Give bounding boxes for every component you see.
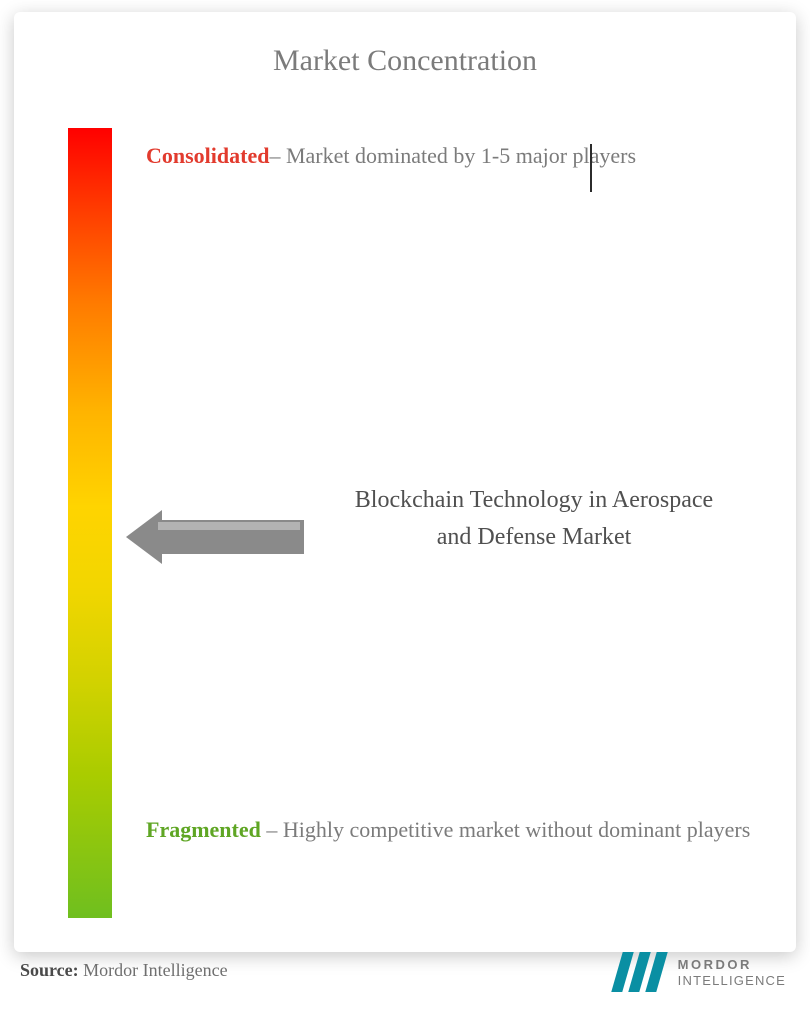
chart-title: Market Concentration [14,44,796,78]
fragmented-label: Fragmented – Highly competitive market w… [146,804,766,857]
consolidated-lead: Consolidated [146,143,269,168]
consolidated-rest: – Market dominated by 1-5 major players [269,143,636,168]
consolidated-label: Consolidated– Market dominated by 1-5 ma… [146,132,706,180]
arrow-highlight [158,522,300,530]
fragmented-rest: – Highly competitive market without domi… [261,817,750,842]
source-attribution: Source: Mordor Intelligence [20,960,228,981]
text-cursor-icon [590,144,592,192]
source-label: Source: [20,960,79,980]
concentration-gradient-bar [68,128,112,918]
brand-logo: MORDOR INTELLIGENCE [617,952,786,992]
market-name-label: Blockchain Technology in Aerospace and D… [344,482,724,556]
logo-text: MORDOR INTELLIGENCE [678,958,786,987]
fragmented-lead: Fragmented [146,817,261,842]
info-card: Market Concentration Consolidated– Marke… [14,12,796,952]
logo-bars-icon [617,952,662,992]
logo-line1: MORDOR [678,958,786,971]
source-value: Mordor Intelligence [79,960,228,980]
logo-line2: INTELLIGENCE [678,974,786,987]
